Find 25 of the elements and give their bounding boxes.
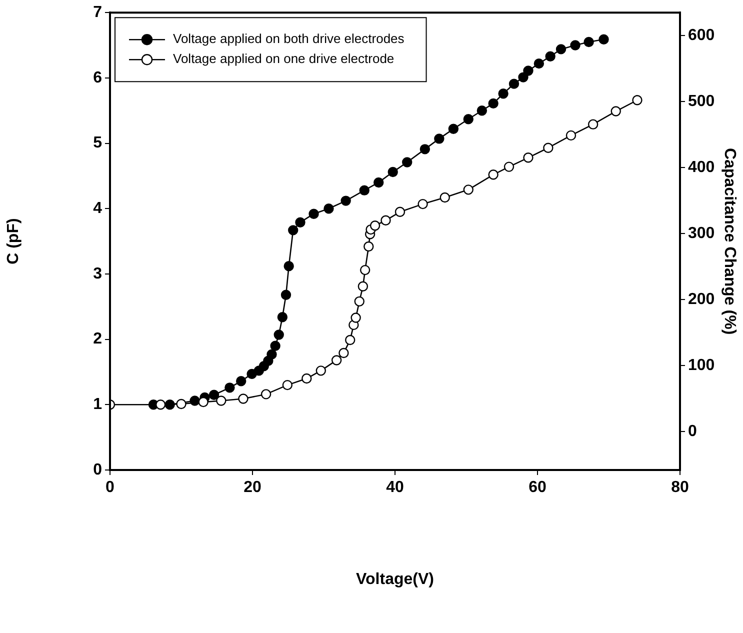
y-tick-label: 2: [93, 330, 102, 348]
x-axis-title: Voltage(V): [356, 570, 434, 588]
y-tick-label: 4: [93, 200, 102, 218]
y2-tick-label: 100: [688, 357, 715, 374]
y-tick-label: 7: [93, 4, 102, 22]
y2-tick-label: 300: [688, 225, 715, 242]
y-tick-label: 6: [93, 69, 102, 86]
x-tick-label: 40: [386, 479, 404, 496]
y2-tick-label: 0: [688, 423, 697, 440]
legend-label: Voltage applied on both drive electrodes: [173, 31, 405, 46]
y2-tick-label: 200: [688, 291, 715, 308]
x-tick-label: 80: [671, 479, 689, 496]
y2-axis-title: Capacitance Change (%): [720, 148, 738, 335]
x-tick-label: 60: [528, 479, 546, 496]
y-tick-label: 0: [93, 461, 102, 478]
y-tick-label: 5: [93, 134, 102, 152]
legend-label: Voltage applied on one drive electrode: [173, 51, 394, 66]
y-tick-label: 1: [93, 396, 102, 414]
y2-tick-label: 600: [688, 27, 715, 44]
y2-tick-label: 400: [688, 159, 715, 176]
y-axis-title: C (pF): [5, 218, 22, 264]
x-tick-label: 0: [106, 479, 115, 496]
y2-tick-label: 500: [688, 93, 715, 110]
x-tick-label: 20: [244, 479, 262, 496]
y-tick-label: 3: [93, 265, 102, 282]
